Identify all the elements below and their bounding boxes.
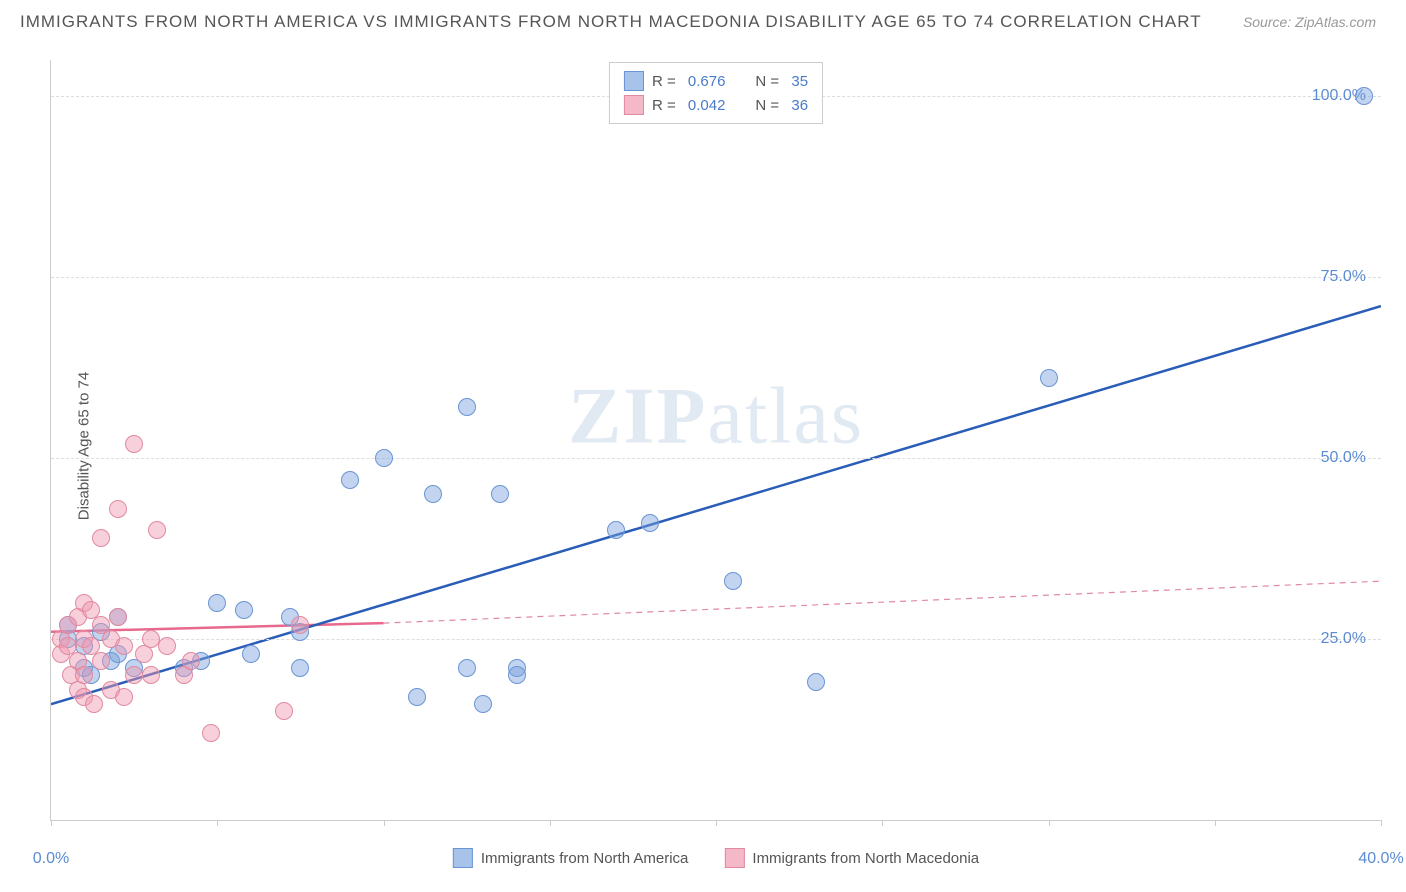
- scatter-point: [1040, 369, 1058, 387]
- watermark-light: atlas: [707, 373, 864, 461]
- scatter-point: [158, 637, 176, 655]
- scatter-point: [182, 652, 200, 670]
- legend-series-item: Immigrants from North Macedonia: [724, 848, 979, 868]
- watermark-bold: ZIP: [568, 373, 707, 461]
- scatter-point: [142, 630, 160, 648]
- watermark: ZIPatlas: [568, 372, 864, 463]
- x-tick: [1381, 820, 1382, 826]
- scatter-point: [474, 695, 492, 713]
- r-label: R =: [652, 97, 676, 114]
- chart-plot-area: ZIPatlas R = 0.676N = 35R = 0.042N = 36 …: [50, 60, 1381, 821]
- y-tick-label: 50.0%: [1321, 449, 1366, 467]
- scatter-point: [641, 514, 659, 532]
- x-tick: [716, 820, 717, 826]
- r-value: 0.042: [684, 97, 726, 114]
- scatter-point: [92, 529, 110, 547]
- scatter-point: [1355, 87, 1373, 105]
- scatter-point: [458, 398, 476, 416]
- x-tick: [1049, 820, 1050, 826]
- scatter-point: [202, 724, 220, 742]
- scatter-point: [724, 572, 742, 590]
- scatter-point: [148, 521, 166, 539]
- legend-swatch: [724, 848, 744, 868]
- chart-title: IMMIGRANTS FROM NORTH AMERICA VS IMMIGRA…: [20, 12, 1202, 32]
- scatter-point: [341, 471, 359, 489]
- scatter-point: [235, 601, 253, 619]
- legend-series-label: Immigrants from North Macedonia: [752, 850, 979, 867]
- x-tick: [384, 820, 385, 826]
- gridline: [51, 277, 1381, 278]
- n-label: N =: [755, 73, 779, 90]
- scatter-point: [109, 500, 127, 518]
- legend-series-label: Immigrants from North America: [481, 850, 689, 867]
- scatter-point: [242, 645, 260, 663]
- legend-swatch: [624, 95, 644, 115]
- n-label: N =: [755, 97, 779, 114]
- x-tick: [51, 820, 52, 826]
- scatter-point: [125, 435, 143, 453]
- r-value: 0.676: [684, 73, 726, 90]
- scatter-point: [491, 485, 509, 503]
- x-tick: [882, 820, 883, 826]
- x-tick: [217, 820, 218, 826]
- scatter-point: [291, 616, 309, 634]
- scatter-point: [75, 666, 93, 684]
- source-label: Source:: [1243, 14, 1291, 30]
- gridline: [51, 639, 1381, 640]
- r-label: R =: [652, 73, 676, 90]
- scatter-point: [275, 702, 293, 720]
- scatter-point: [92, 652, 110, 670]
- x-tick-label: 0.0%: [33, 850, 69, 868]
- y-tick-label: 25.0%: [1321, 630, 1366, 648]
- scatter-point: [115, 688, 133, 706]
- x-tick: [550, 820, 551, 826]
- n-value: 35: [787, 73, 808, 90]
- scatter-point: [208, 594, 226, 612]
- scatter-point: [807, 673, 825, 691]
- source-value: ZipAtlas.com: [1295, 14, 1376, 30]
- scatter-point: [424, 485, 442, 503]
- scatter-point: [291, 659, 309, 677]
- scatter-point: [607, 521, 625, 539]
- correlation-legend: R = 0.676 N = 35 R = 0.042 N = 36: [609, 62, 823, 124]
- n-value: 36: [787, 97, 808, 114]
- legend-stat-row: R = 0.042 N = 36: [624, 93, 808, 117]
- scatter-point: [115, 637, 133, 655]
- scatter-point: [458, 659, 476, 677]
- scatter-point: [85, 695, 103, 713]
- source-attribution: Source: ZipAtlas.com: [1243, 14, 1376, 30]
- legend-series-item: Immigrants from North America: [453, 848, 689, 868]
- scatter-point: [375, 449, 393, 467]
- scatter-point: [508, 666, 526, 684]
- scatter-point: [125, 666, 143, 684]
- gridline: [51, 458, 1381, 459]
- legend-swatch: [453, 848, 473, 868]
- series-legend: Immigrants from North America Immigrants …: [453, 848, 979, 868]
- x-tick-label: 40.0%: [1358, 850, 1403, 868]
- scatter-point: [109, 608, 127, 626]
- legend-swatch: [624, 71, 644, 91]
- x-tick: [1215, 820, 1216, 826]
- trend-lines-layer: [51, 60, 1381, 820]
- legend-stat-row: R = 0.676 N = 35: [624, 69, 808, 93]
- scatter-point: [142, 666, 160, 684]
- y-tick-label: 75.0%: [1321, 268, 1366, 286]
- scatter-point: [408, 688, 426, 706]
